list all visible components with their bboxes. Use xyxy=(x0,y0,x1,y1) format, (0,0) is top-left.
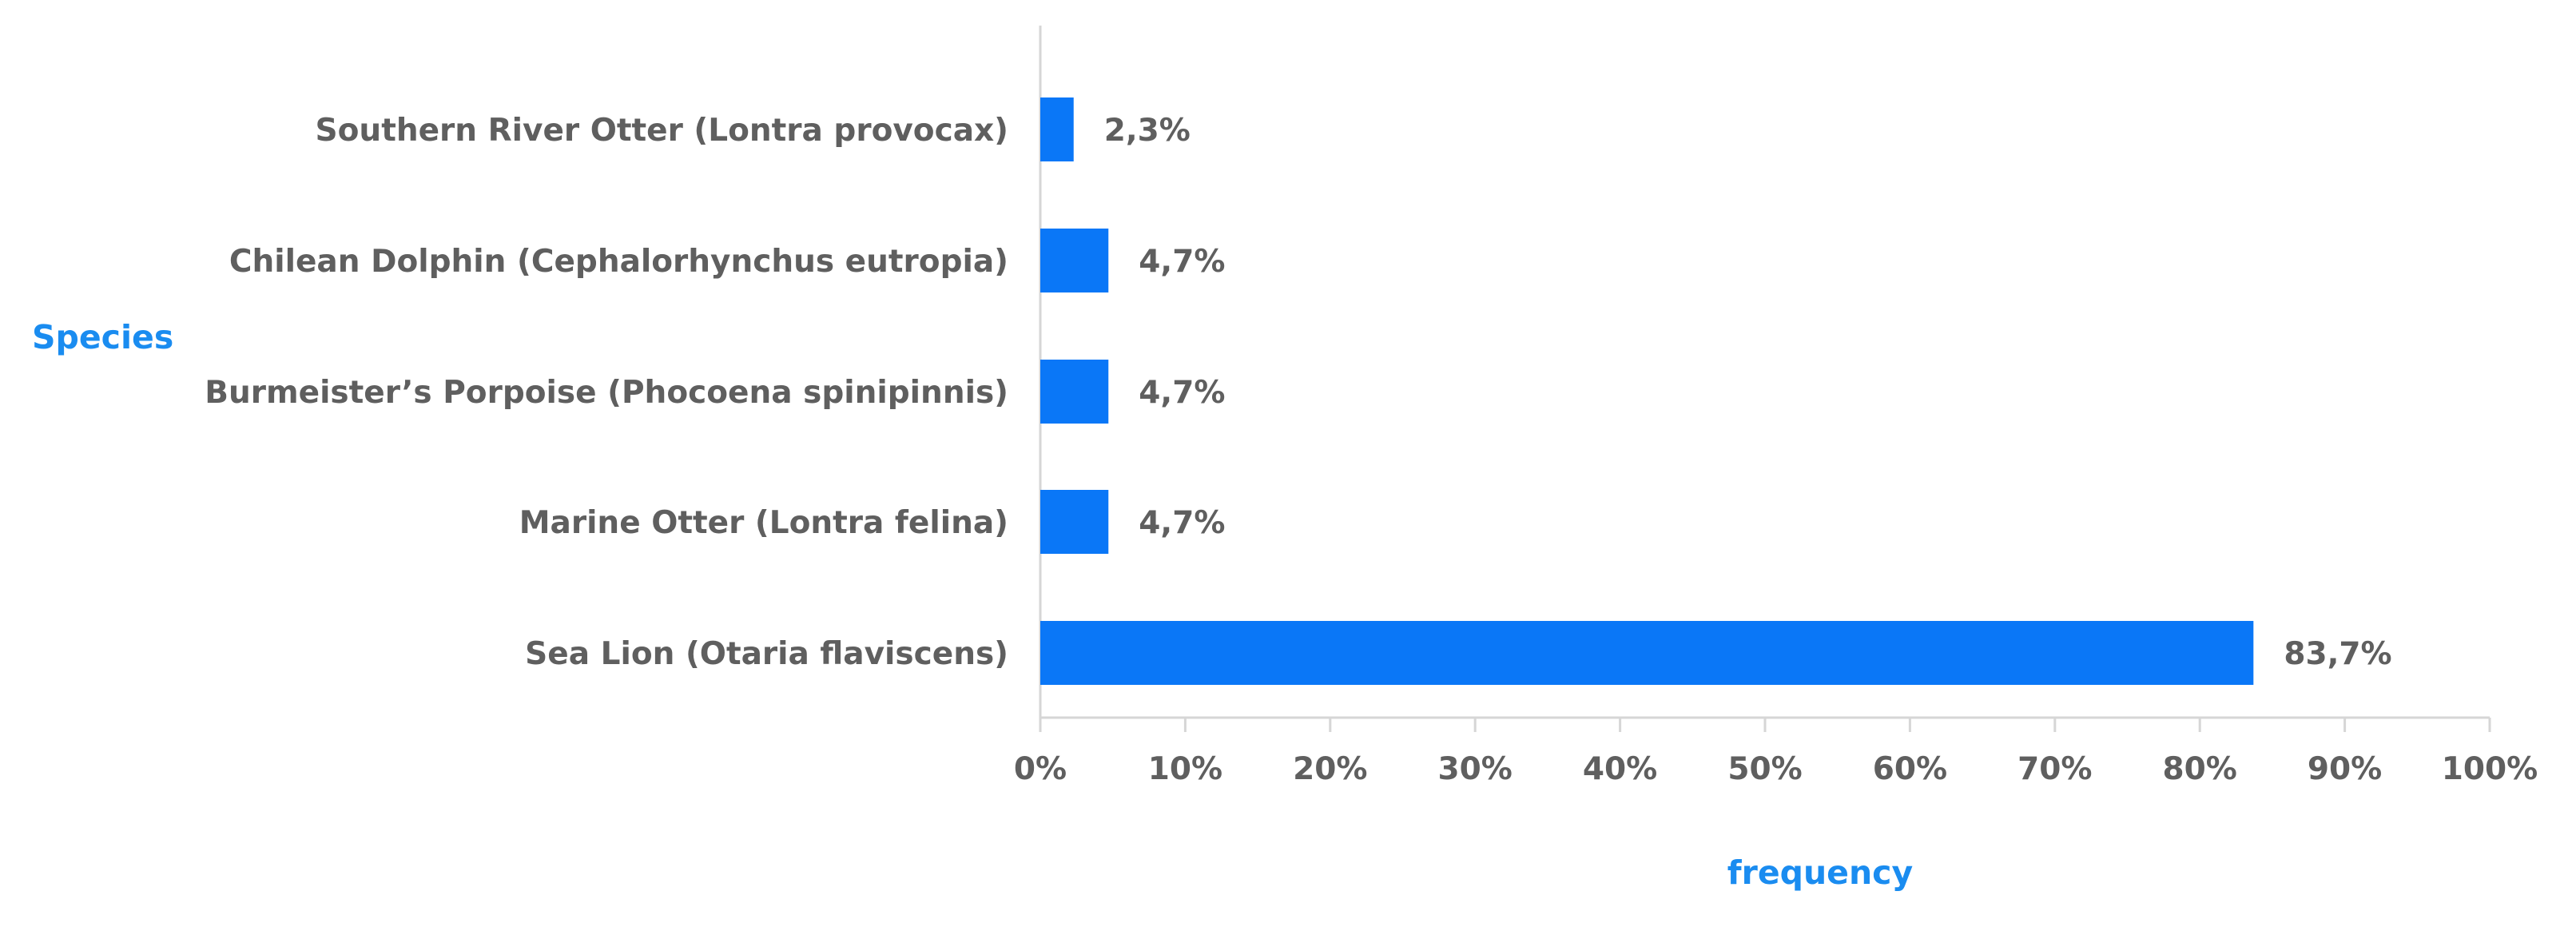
category-labels-group: Southern River Otter (Lontra provocax) Ch… xyxy=(205,113,1008,672)
x-tick-label: 30% xyxy=(1438,751,1513,787)
x-tick-label: 90% xyxy=(2308,751,2382,787)
x-tick-label: 0% xyxy=(1014,751,1067,787)
category-label: Chilean Dolphin (Cephalorhynchus eutropi… xyxy=(229,244,1008,280)
x-tick-label: 40% xyxy=(1583,751,1657,787)
x-tick-label: 70% xyxy=(2017,751,2092,787)
x-tick-label: 50% xyxy=(1727,751,1802,787)
bars-group xyxy=(1040,97,2254,685)
value-label: 4,7% xyxy=(1139,375,1225,411)
x-tick-label: 100% xyxy=(2442,751,2538,787)
x-tick-label: 80% xyxy=(2163,751,2237,787)
category-label: Sea Lion (Otaria flaviscens) xyxy=(525,636,1008,672)
value-label: 4,7% xyxy=(1139,505,1225,541)
x-ticks-group: 0% 10% 20% 30% 40% 50% 60% 70% 80% 90% 100% xyxy=(1014,718,2538,787)
category-label: Burmeister’s Porpoise (Phocoena spinipin… xyxy=(205,375,1008,411)
x-axis-title: frequency xyxy=(1727,853,1913,892)
value-label: 2,3% xyxy=(1104,113,1191,149)
bar xyxy=(1040,229,1109,292)
axes-group xyxy=(1039,26,2490,719)
bar xyxy=(1040,360,1109,424)
category-label: Marine Otter (Lontra felina) xyxy=(519,505,1008,541)
value-label: 4,7% xyxy=(1139,244,1225,280)
bar xyxy=(1040,490,1109,554)
bar xyxy=(1040,97,1074,161)
bar xyxy=(1040,621,2254,685)
value-labels-group: 2,3% 4,7% 4,7% 4,7% 83,7% xyxy=(1104,113,2392,672)
x-tick-label: 60% xyxy=(1873,751,1947,787)
category-label: Southern River Otter (Lontra provocax) xyxy=(316,113,1008,149)
value-label: 83,7% xyxy=(2284,636,2391,672)
x-tick-label: 20% xyxy=(1293,751,1367,787)
y-axis-title: Species xyxy=(32,318,173,356)
x-tick-label: 10% xyxy=(1148,751,1222,787)
